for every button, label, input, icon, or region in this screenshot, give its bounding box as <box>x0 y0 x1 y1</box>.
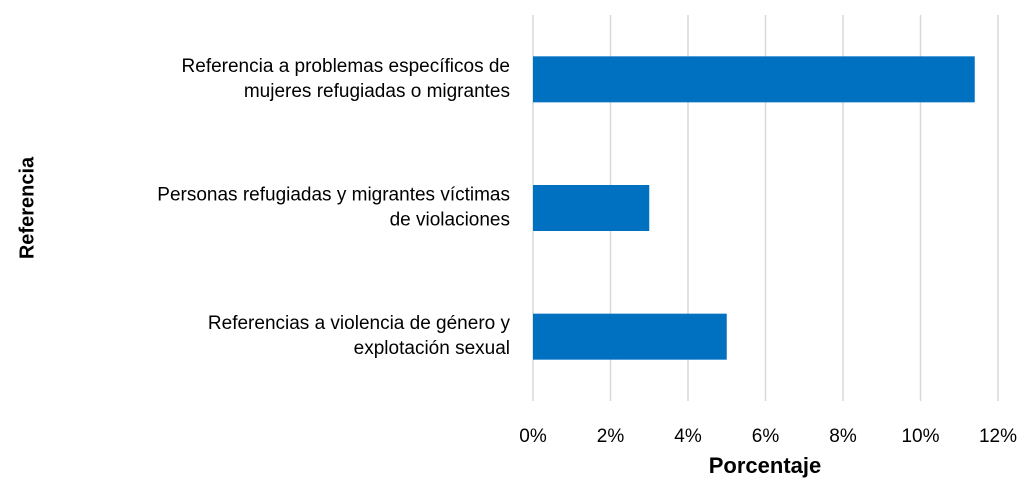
y-tick-label: Personas refugiadas y migrantes víctimas… <box>157 185 510 231</box>
x-tick-label: 12% <box>979 426 1017 447</box>
x-tick-label: 10% <box>901 426 939 447</box>
x-axis-title: Porcentaje <box>709 453 822 478</box>
y-tick-label: Referencias a violencia de género y explo… <box>208 313 511 359</box>
x-tick-label: 8% <box>829 426 857 447</box>
y-tick-label: Referencia a problemas específicos de muj… <box>182 56 510 102</box>
x-tick-label: 2% <box>597 426 625 447</box>
bar <box>533 185 650 231</box>
bar <box>533 56 975 103</box>
bar <box>533 313 727 360</box>
x-tick-label: 0% <box>519 426 547 447</box>
y-axis-title: Referencia <box>16 156 38 259</box>
x-tick-label: 4% <box>674 426 702 447</box>
x-tick-label: 6% <box>752 426 780 447</box>
